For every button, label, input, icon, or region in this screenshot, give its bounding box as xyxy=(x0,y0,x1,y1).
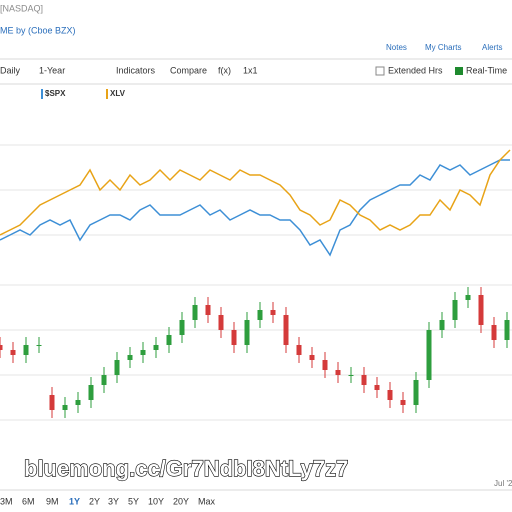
candle-body xyxy=(36,345,42,346)
candle-body xyxy=(23,345,29,355)
candle-body xyxy=(426,330,432,380)
line-series xyxy=(0,159,510,257)
candle-body xyxy=(478,295,484,325)
line-series xyxy=(0,149,511,236)
range-button[interactable]: 10Y xyxy=(148,496,164,506)
candle-body xyxy=(231,330,237,345)
legend-swatch xyxy=(41,89,43,99)
candle-body xyxy=(218,315,224,330)
range-button[interactable]: 2Y xyxy=(89,496,100,506)
toolbar-item[interactable]: Indicators xyxy=(116,65,156,75)
range-button[interactable]: 3M xyxy=(0,496,13,506)
checkbox[interactable] xyxy=(375,66,385,76)
candle-body xyxy=(49,395,55,410)
legend-swatch xyxy=(106,89,108,99)
candle-body xyxy=(387,390,393,400)
realtime-toggle[interactable] xyxy=(455,67,463,75)
real-time[interactable]: Real-Time xyxy=(466,65,507,75)
legend-label[interactable]: XLV xyxy=(110,89,126,98)
grid xyxy=(0,144,512,421)
candle-body xyxy=(153,345,159,350)
toolbar-item[interactable]: f(x) xyxy=(218,65,231,75)
candle-body xyxy=(75,400,81,405)
candle-body xyxy=(166,335,172,345)
candle-body xyxy=(465,295,471,300)
candle-body xyxy=(257,310,263,320)
candle-body xyxy=(400,400,406,405)
extended-hrs[interactable]: Extended Hrs xyxy=(388,65,443,75)
candle-body xyxy=(361,375,367,385)
toolbar-item[interactable]: 1-Year xyxy=(39,65,65,75)
candle-body xyxy=(491,325,497,340)
range-button[interactable]: 5Y xyxy=(128,496,139,506)
candle-body xyxy=(244,320,250,345)
candle-body xyxy=(10,350,16,355)
candle-body xyxy=(270,310,276,315)
candle-body xyxy=(179,320,185,335)
candle-body xyxy=(114,360,120,375)
source: ME by (Cboe BZX) xyxy=(0,25,76,35)
legend-label[interactable]: $SPX xyxy=(45,89,66,98)
range-button[interactable]: 1Y xyxy=(69,496,80,506)
candle-body xyxy=(101,375,107,385)
header-link[interactable]: Notes xyxy=(386,43,407,52)
candle-body xyxy=(413,380,419,405)
range-button[interactable]: 3Y xyxy=(108,496,119,506)
range-button[interactable]: 6M xyxy=(22,496,35,506)
candle-body xyxy=(335,370,341,375)
range-button[interactable]: 20Y xyxy=(173,496,189,506)
candle-body xyxy=(140,350,146,355)
toolbar-item[interactable]: Compare xyxy=(170,65,207,75)
exchange: [NASDAQ] xyxy=(0,3,43,13)
candle-body xyxy=(88,385,94,400)
toolbar-item[interactable]: Daily xyxy=(0,65,21,75)
x-label: Jul '2 xyxy=(494,479,512,488)
candle-body xyxy=(296,345,302,355)
candle-body xyxy=(0,345,3,350)
candle-body xyxy=(439,320,445,330)
header-link[interactable]: My Charts xyxy=(425,43,461,52)
candle-body xyxy=(309,355,315,360)
candle-body xyxy=(205,305,211,315)
candle-body xyxy=(374,385,380,390)
candle-body xyxy=(322,360,328,370)
candle-body xyxy=(283,315,289,345)
candle-body xyxy=(452,300,458,320)
candle-body xyxy=(62,405,68,410)
candle-body xyxy=(127,355,133,360)
watermark: bluemong.cc/Gr7NdbI8NtLy7z7 xyxy=(24,456,348,481)
range-button[interactable]: Max xyxy=(198,496,216,506)
toolbar-item[interactable]: 1x1 xyxy=(243,65,258,75)
candle-body xyxy=(348,375,354,376)
candle-body xyxy=(192,305,198,320)
candle-body xyxy=(504,320,510,340)
range-button[interactable]: 9M xyxy=(46,496,59,506)
header-link[interactable]: Alerts xyxy=(482,43,502,52)
